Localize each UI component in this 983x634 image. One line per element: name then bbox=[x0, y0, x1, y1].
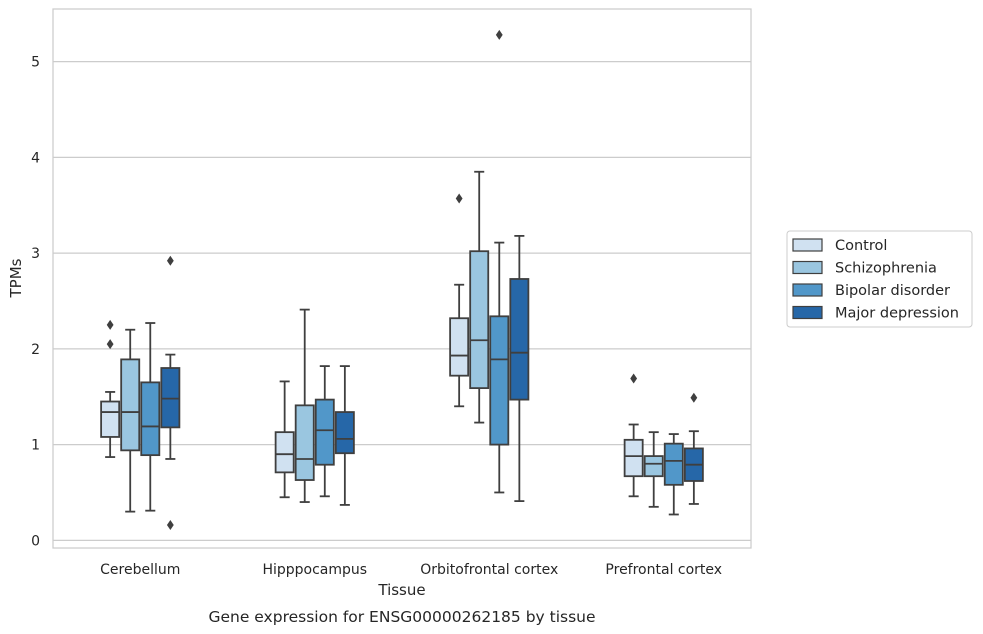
box-schizophrenia bbox=[120, 328, 141, 513]
box-iqr bbox=[334, 411, 355, 455]
outlier-point bbox=[455, 193, 463, 204]
box-iqr bbox=[509, 278, 530, 401]
box-iqr bbox=[140, 381, 161, 457]
box-schizophrenia bbox=[643, 431, 664, 508]
legend-swatch bbox=[792, 283, 823, 297]
y-axis-ticks: 0 1 2 3 4 5 bbox=[31, 55, 40, 550]
legend-label: Control bbox=[835, 238, 887, 254]
legend-label: Bipolar disorder bbox=[835, 283, 950, 299]
plot-area-frame bbox=[52, 8, 752, 549]
y-tick-label: 3 bbox=[31, 246, 40, 262]
box-iqr bbox=[120, 358, 141, 452]
box-major-depression bbox=[509, 234, 530, 502]
box-control bbox=[274, 380, 295, 499]
x-axis-ticks: Cerebellum Hipppocampus Orbitofrontal cort… bbox=[100, 562, 722, 578]
box-major-depression bbox=[334, 365, 355, 506]
box-control bbox=[449, 193, 470, 408]
box-bipolar-disorder bbox=[314, 365, 335, 498]
legend-swatch bbox=[792, 260, 823, 275]
boxes bbox=[100, 29, 704, 531]
x-tick-label: Hipppocampus bbox=[262, 562, 367, 578]
box-iqr bbox=[449, 317, 470, 377]
legend-swatch bbox=[792, 305, 823, 320]
box-iqr bbox=[274, 431, 295, 474]
outlier-point bbox=[495, 29, 503, 40]
box-control bbox=[100, 319, 121, 458]
box-iqr bbox=[489, 315, 510, 446]
x-tick-label: Cerebellum bbox=[100, 562, 180, 578]
legend-swatch bbox=[792, 238, 823, 252]
y-tick-label: 2 bbox=[31, 342, 40, 358]
x-axis-label: Tissue bbox=[377, 581, 425, 599]
box-major-depression bbox=[160, 255, 181, 531]
box-bipolar-disorder bbox=[140, 322, 161, 512]
outlier-point bbox=[106, 319, 114, 330]
x-tick-label: Orbitofrontal cortex bbox=[420, 562, 558, 578]
outlier-point bbox=[166, 255, 174, 266]
box-control bbox=[623, 373, 644, 498]
legend-frame bbox=[786, 230, 973, 328]
box-iqr bbox=[623, 438, 644, 478]
outlier-point bbox=[166, 520, 174, 531]
figure-caption: Gene expression for ENSG00000262185 by t… bbox=[208, 608, 595, 626]
outlier-point bbox=[630, 373, 638, 384]
box-schizophrenia bbox=[469, 170, 490, 424]
box-iqr bbox=[294, 404, 315, 481]
y-tick-label: 4 bbox=[31, 150, 40, 166]
y-tick-label: 0 bbox=[31, 533, 40, 549]
box-schizophrenia bbox=[294, 308, 315, 503]
legend-label: Schizophrenia bbox=[835, 261, 937, 277]
box-iqr bbox=[663, 442, 684, 486]
outlier-point bbox=[106, 339, 114, 350]
y-tick-label: 1 bbox=[31, 438, 40, 454]
gridlines bbox=[53, 61, 751, 541]
box-iqr bbox=[100, 400, 121, 438]
x-tick-label: Prefrontal cortex bbox=[605, 562, 722, 578]
box-iqr bbox=[160, 367, 181, 429]
outlier-point bbox=[690, 392, 698, 403]
box-iqr bbox=[643, 455, 664, 478]
legend-label: Major depression bbox=[835, 306, 959, 322]
box-bipolar-disorder bbox=[489, 29, 510, 494]
legend: Control Schizophrenia Bipolar disorder Majo… bbox=[786, 230, 973, 328]
y-axis-label: TPMs bbox=[7, 258, 25, 298]
box-iqr bbox=[469, 250, 490, 390]
box-iqr bbox=[314, 398, 335, 466]
box-bipolar-disorder bbox=[663, 433, 684, 516]
y-tick-label: 5 bbox=[31, 55, 40, 71]
box-major-depression bbox=[683, 392, 704, 505]
